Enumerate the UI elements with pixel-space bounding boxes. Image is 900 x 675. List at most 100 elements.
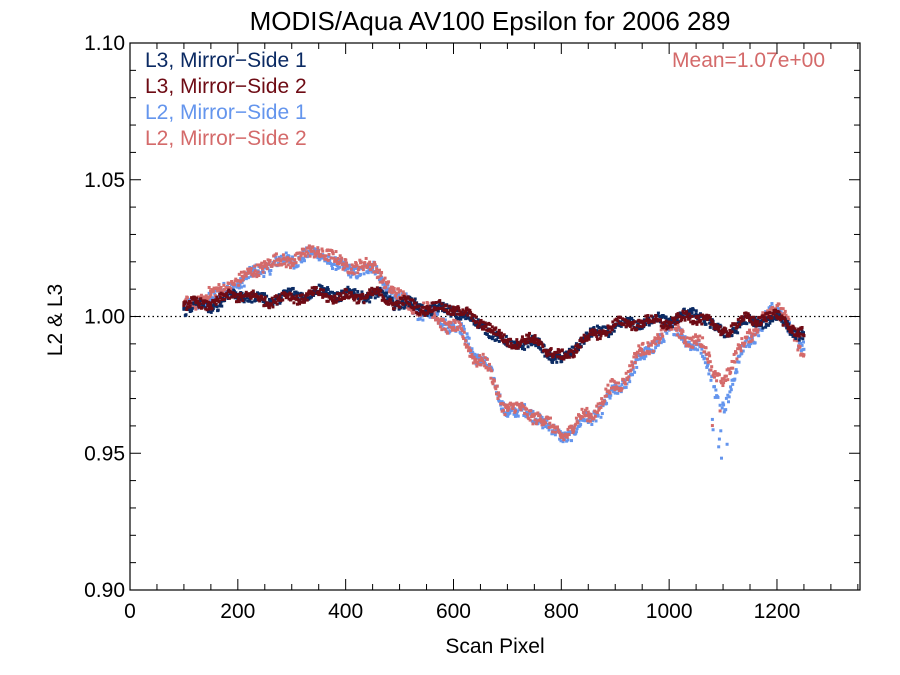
- data-point: [441, 323, 445, 327]
- data-point: [551, 355, 555, 359]
- data-point: [230, 295, 234, 299]
- data-point: [644, 351, 648, 355]
- data-point: [261, 297, 265, 301]
- data-point: [514, 346, 518, 350]
- data-point: [209, 301, 213, 305]
- data-point: [184, 300, 188, 304]
- data-point: [339, 293, 343, 297]
- data-point: [251, 274, 255, 278]
- data-point: [425, 304, 429, 308]
- data-point: [307, 246, 311, 250]
- data-point: [262, 275, 266, 279]
- data-point: [239, 280, 243, 284]
- data-point: [700, 347, 704, 351]
- data-point: [349, 275, 353, 279]
- data-point: [794, 337, 798, 341]
- data-point: [345, 264, 349, 268]
- data-point: [205, 308, 209, 312]
- data-point: [218, 288, 222, 292]
- data-point: [216, 297, 220, 301]
- data-point: [715, 379, 719, 383]
- data-point: [257, 273, 261, 277]
- data-point: [241, 278, 245, 282]
- data-point: [340, 256, 344, 260]
- data-point: [711, 321, 715, 325]
- data-point: [558, 353, 562, 357]
- data-point: [306, 254, 310, 258]
- data-point: [384, 288, 388, 292]
- data-point: [549, 358, 553, 362]
- data-point: [185, 308, 189, 312]
- data-point: [394, 294, 398, 298]
- data-point: [436, 309, 440, 313]
- data-point: [796, 329, 800, 333]
- data-point: [307, 244, 311, 248]
- data-point: [544, 349, 548, 353]
- data-point: [263, 298, 267, 302]
- data-point: [584, 414, 588, 418]
- data-point: [317, 290, 321, 294]
- data-point: [241, 276, 245, 280]
- data-point: [227, 296, 231, 300]
- data-point: [413, 305, 417, 309]
- data-point: [593, 414, 597, 418]
- data-point: [694, 312, 698, 316]
- data-point: [378, 280, 382, 284]
- data-point: [590, 334, 594, 338]
- data-point: [209, 290, 213, 294]
- data-point: [489, 376, 493, 380]
- data-point: [675, 333, 679, 337]
- data-point: [206, 310, 210, 314]
- data-point: [612, 329, 616, 333]
- data-point: [439, 317, 443, 321]
- data-point: [691, 308, 695, 312]
- data-point: [665, 331, 669, 335]
- data-point: [587, 337, 591, 341]
- data-point: [440, 302, 444, 306]
- data-point: [490, 325, 494, 329]
- data-point: [586, 420, 590, 424]
- data-point: [576, 421, 580, 425]
- data-point: [206, 300, 210, 304]
- data-point: [327, 252, 331, 256]
- data-point: [563, 352, 567, 356]
- data-point: [320, 285, 324, 289]
- data-point: [545, 354, 549, 358]
- data-point: [382, 291, 386, 295]
- data-point: [609, 393, 613, 397]
- data-point: [494, 326, 498, 330]
- data-point: [684, 310, 688, 314]
- data-point: [785, 322, 789, 326]
- data-point: [547, 353, 551, 357]
- data-point: [296, 296, 300, 300]
- data-point: [374, 270, 378, 274]
- data-point: [260, 267, 264, 271]
- data-point: [413, 297, 417, 301]
- data-point: [740, 351, 744, 355]
- legend-entry: L3, Mirror−Side 2: [145, 75, 307, 98]
- data-point: [595, 335, 599, 339]
- data-point: [237, 296, 241, 300]
- x-tick-label: 400: [328, 600, 363, 623]
- data-point: [521, 345, 525, 349]
- data-point: [654, 342, 658, 346]
- data-point: [281, 253, 285, 257]
- data-point: [267, 262, 271, 266]
- data-point: [542, 418, 546, 422]
- data-point: [523, 341, 527, 345]
- data-point: [682, 336, 686, 340]
- data-point: [682, 316, 686, 320]
- data-point: [452, 312, 456, 316]
- data-point: [464, 317, 468, 321]
- data-point: [710, 365, 714, 369]
- data-point: [779, 306, 783, 310]
- data-point: [295, 294, 299, 298]
- data-point: [455, 306, 459, 310]
- data-point: [581, 415, 585, 419]
- data-point: [572, 352, 576, 356]
- data-point: [366, 294, 370, 298]
- data-point: [582, 341, 586, 345]
- data-point: [758, 316, 762, 320]
- data-point: [626, 370, 630, 374]
- data-point: [225, 295, 229, 299]
